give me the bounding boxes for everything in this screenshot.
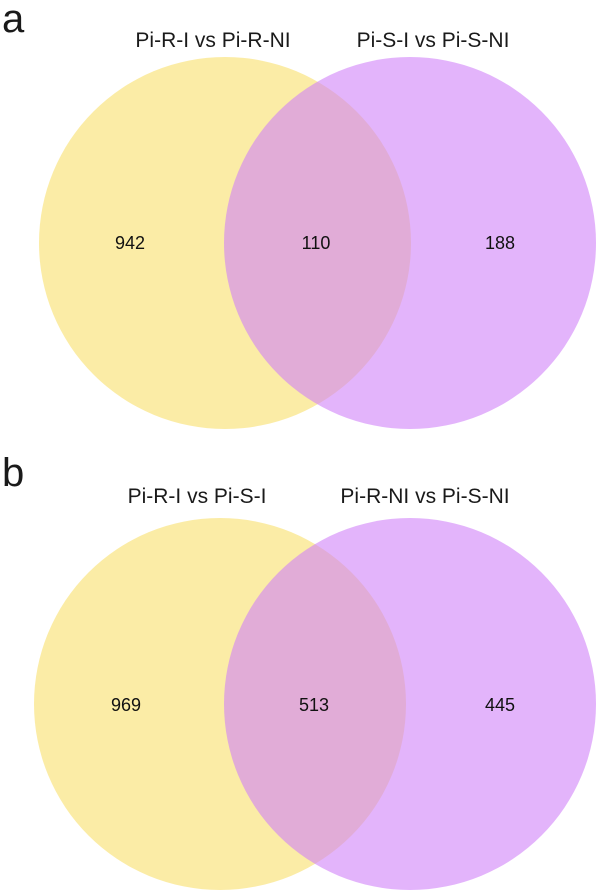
panel-b-letter: b (2, 451, 24, 495)
panel-b-left-only-count: 969 (111, 695, 141, 715)
panel-b: b Pi-R-I vs Pi-S-I Pi-R-NI vs Pi-S-NI 96… (2, 451, 596, 890)
panel-a-left-set-label: Pi-R-I vs Pi-R-NI (135, 29, 290, 52)
panel-a-right-only-count: 188 (485, 233, 515, 253)
panel-b-overlap-count: 513 (299, 695, 329, 715)
panel-a-left-only-count: 942 (115, 233, 145, 253)
panel-b-right-circle (224, 518, 596, 890)
panel-b-right-only-count: 445 (485, 695, 515, 715)
panel-a-letter: a (2, 0, 25, 41)
panel-a: a Pi-R-I vs Pi-R-NI Pi-S-I vs Pi-S-NI 94… (2, 0, 596, 429)
panel-a-overlap-count: 110 (302, 233, 331, 253)
panel-b-right-set-label: Pi-R-NI vs Pi-S-NI (340, 485, 509, 508)
panel-a-right-set-label: Pi-S-I vs Pi-S-NI (357, 29, 510, 52)
panel-a-right-circle (224, 57, 596, 429)
panel-b-left-set-label: Pi-R-I vs Pi-S-I (128, 485, 267, 508)
